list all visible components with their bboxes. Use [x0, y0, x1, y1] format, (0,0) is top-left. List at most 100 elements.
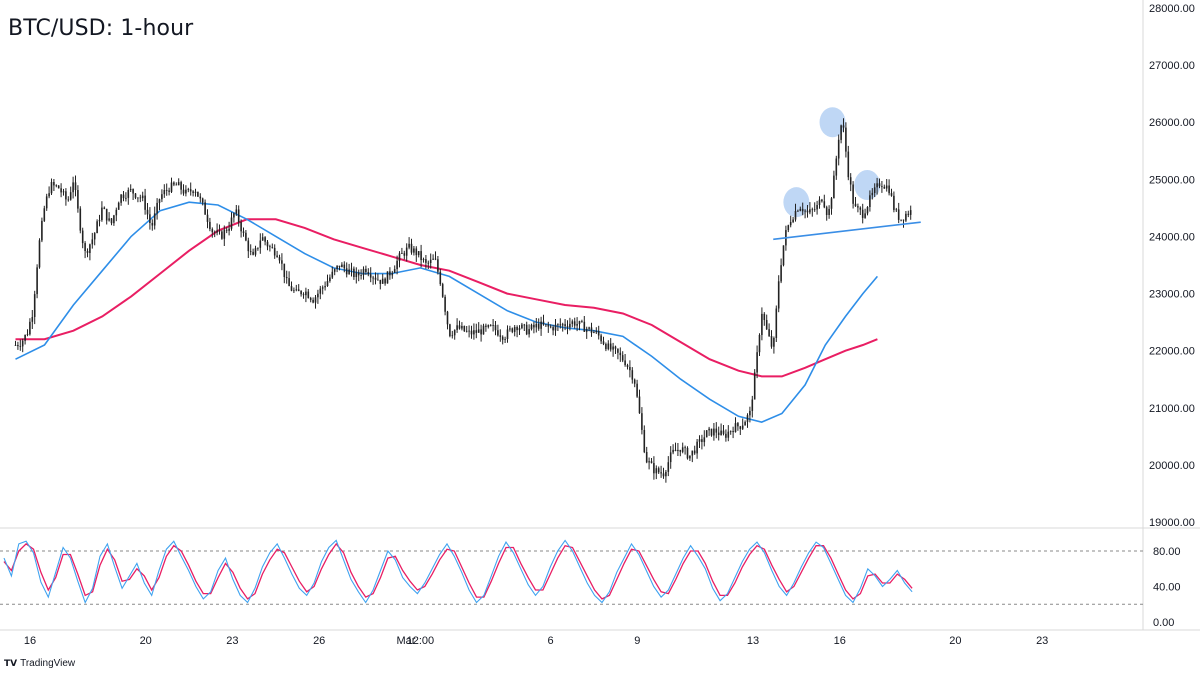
candle-body — [494, 325, 497, 331]
candle-body — [266, 241, 269, 247]
candle-body — [741, 425, 744, 429]
candle-body — [585, 328, 588, 332]
candle-body — [739, 426, 742, 429]
candle-body — [549, 326, 552, 328]
candle-body — [225, 229, 228, 231]
candle-body — [859, 207, 862, 210]
candle-body — [576, 324, 578, 326]
candle-body — [597, 330, 600, 336]
candle-body — [65, 191, 67, 200]
candle-body — [439, 271, 442, 285]
candle-body — [749, 410, 751, 416]
candle-body — [105, 208, 108, 221]
candle-body — [177, 182, 180, 186]
candle-body — [705, 430, 708, 438]
neckline-trendline — [773, 221, 921, 241]
candle-body — [621, 355, 624, 361]
candle-body — [677, 449, 679, 451]
candle-body — [21, 340, 24, 347]
time-axis-tick-label: Mar — [397, 635, 416, 647]
time-axis-tick-label: 20 — [949, 635, 961, 647]
candle-body — [108, 218, 110, 221]
candle-body — [242, 231, 245, 233]
candle-body — [689, 455, 691, 459]
candle-body — [81, 230, 84, 244]
candle-body — [84, 243, 86, 251]
price-axis-tick-label: 24000.00 — [1149, 231, 1195, 243]
candle-body — [113, 215, 115, 224]
candle-body — [153, 213, 156, 226]
candle-body — [24, 335, 26, 341]
time-axis-tick-label: 23 — [1036, 635, 1048, 647]
candle-body — [331, 271, 334, 278]
candle-body — [729, 431, 732, 432]
candle-body — [511, 328, 514, 332]
candle-body — [905, 213, 907, 221]
candle-body — [221, 231, 223, 239]
candle-body — [871, 192, 874, 196]
candle-body — [163, 190, 166, 195]
candle-body — [525, 324, 528, 335]
candle-body — [69, 192, 72, 200]
candle-body — [665, 471, 667, 477]
candle-body — [137, 197, 139, 199]
candle-body — [547, 324, 550, 327]
neckline — [773, 221, 921, 241]
candle-body — [461, 326, 463, 329]
candle-body — [257, 247, 259, 249]
candle-body — [713, 428, 715, 436]
candle-body — [698, 439, 701, 442]
candle-body — [228, 228, 230, 231]
candle-body — [660, 472, 662, 474]
price-axis-tick-label: 23000.00 — [1149, 289, 1195, 301]
candle-body — [717, 432, 720, 435]
candle-body — [353, 268, 355, 277]
candle-body — [197, 191, 199, 197]
time-axis-tick-label: 16 — [24, 635, 36, 647]
candle-body — [794, 211, 797, 220]
candle-body — [120, 194, 122, 203]
candle-body — [458, 325, 461, 329]
candle-body — [115, 209, 118, 216]
candle-body — [708, 428, 710, 431]
candle-body — [55, 185, 58, 187]
candle-body — [593, 332, 595, 333]
candle-body — [837, 139, 840, 159]
candle-body — [48, 193, 50, 197]
candle-body — [43, 208, 46, 221]
candle-body — [29, 321, 31, 335]
candle-body — [264, 237, 266, 242]
candle-body — [847, 151, 850, 178]
candle-body — [732, 431, 734, 433]
candle-body — [117, 202, 120, 210]
candle-body — [230, 217, 233, 229]
time-axis-tick-label: 9 — [634, 635, 640, 647]
candle-body — [605, 344, 607, 350]
candle-body — [165, 190, 168, 191]
candle-body — [307, 291, 310, 298]
candle-body — [127, 190, 130, 198]
candle-body — [223, 229, 226, 239]
candle-body — [535, 323, 538, 328]
candle-body — [830, 198, 833, 209]
candle-body — [629, 367, 631, 371]
candle-body — [542, 321, 545, 325]
candle-body — [744, 421, 746, 426]
candle-body — [235, 209, 238, 214]
chart-title: BTC/USD: 1-hour — [8, 16, 194, 41]
candle-body — [62, 191, 65, 193]
candle-body — [473, 330, 475, 335]
candle-body — [482, 325, 485, 335]
candle-body — [398, 253, 401, 261]
candle-body — [72, 182, 74, 193]
candle-body — [309, 298, 312, 300]
candle-body — [129, 189, 132, 190]
candle-body — [463, 326, 466, 332]
candle-body — [816, 205, 818, 210]
candle-body — [425, 259, 427, 263]
price-axis-tick-label: 19000.00 — [1149, 517, 1195, 529]
candle-body — [379, 279, 382, 284]
candle-body — [590, 327, 593, 333]
